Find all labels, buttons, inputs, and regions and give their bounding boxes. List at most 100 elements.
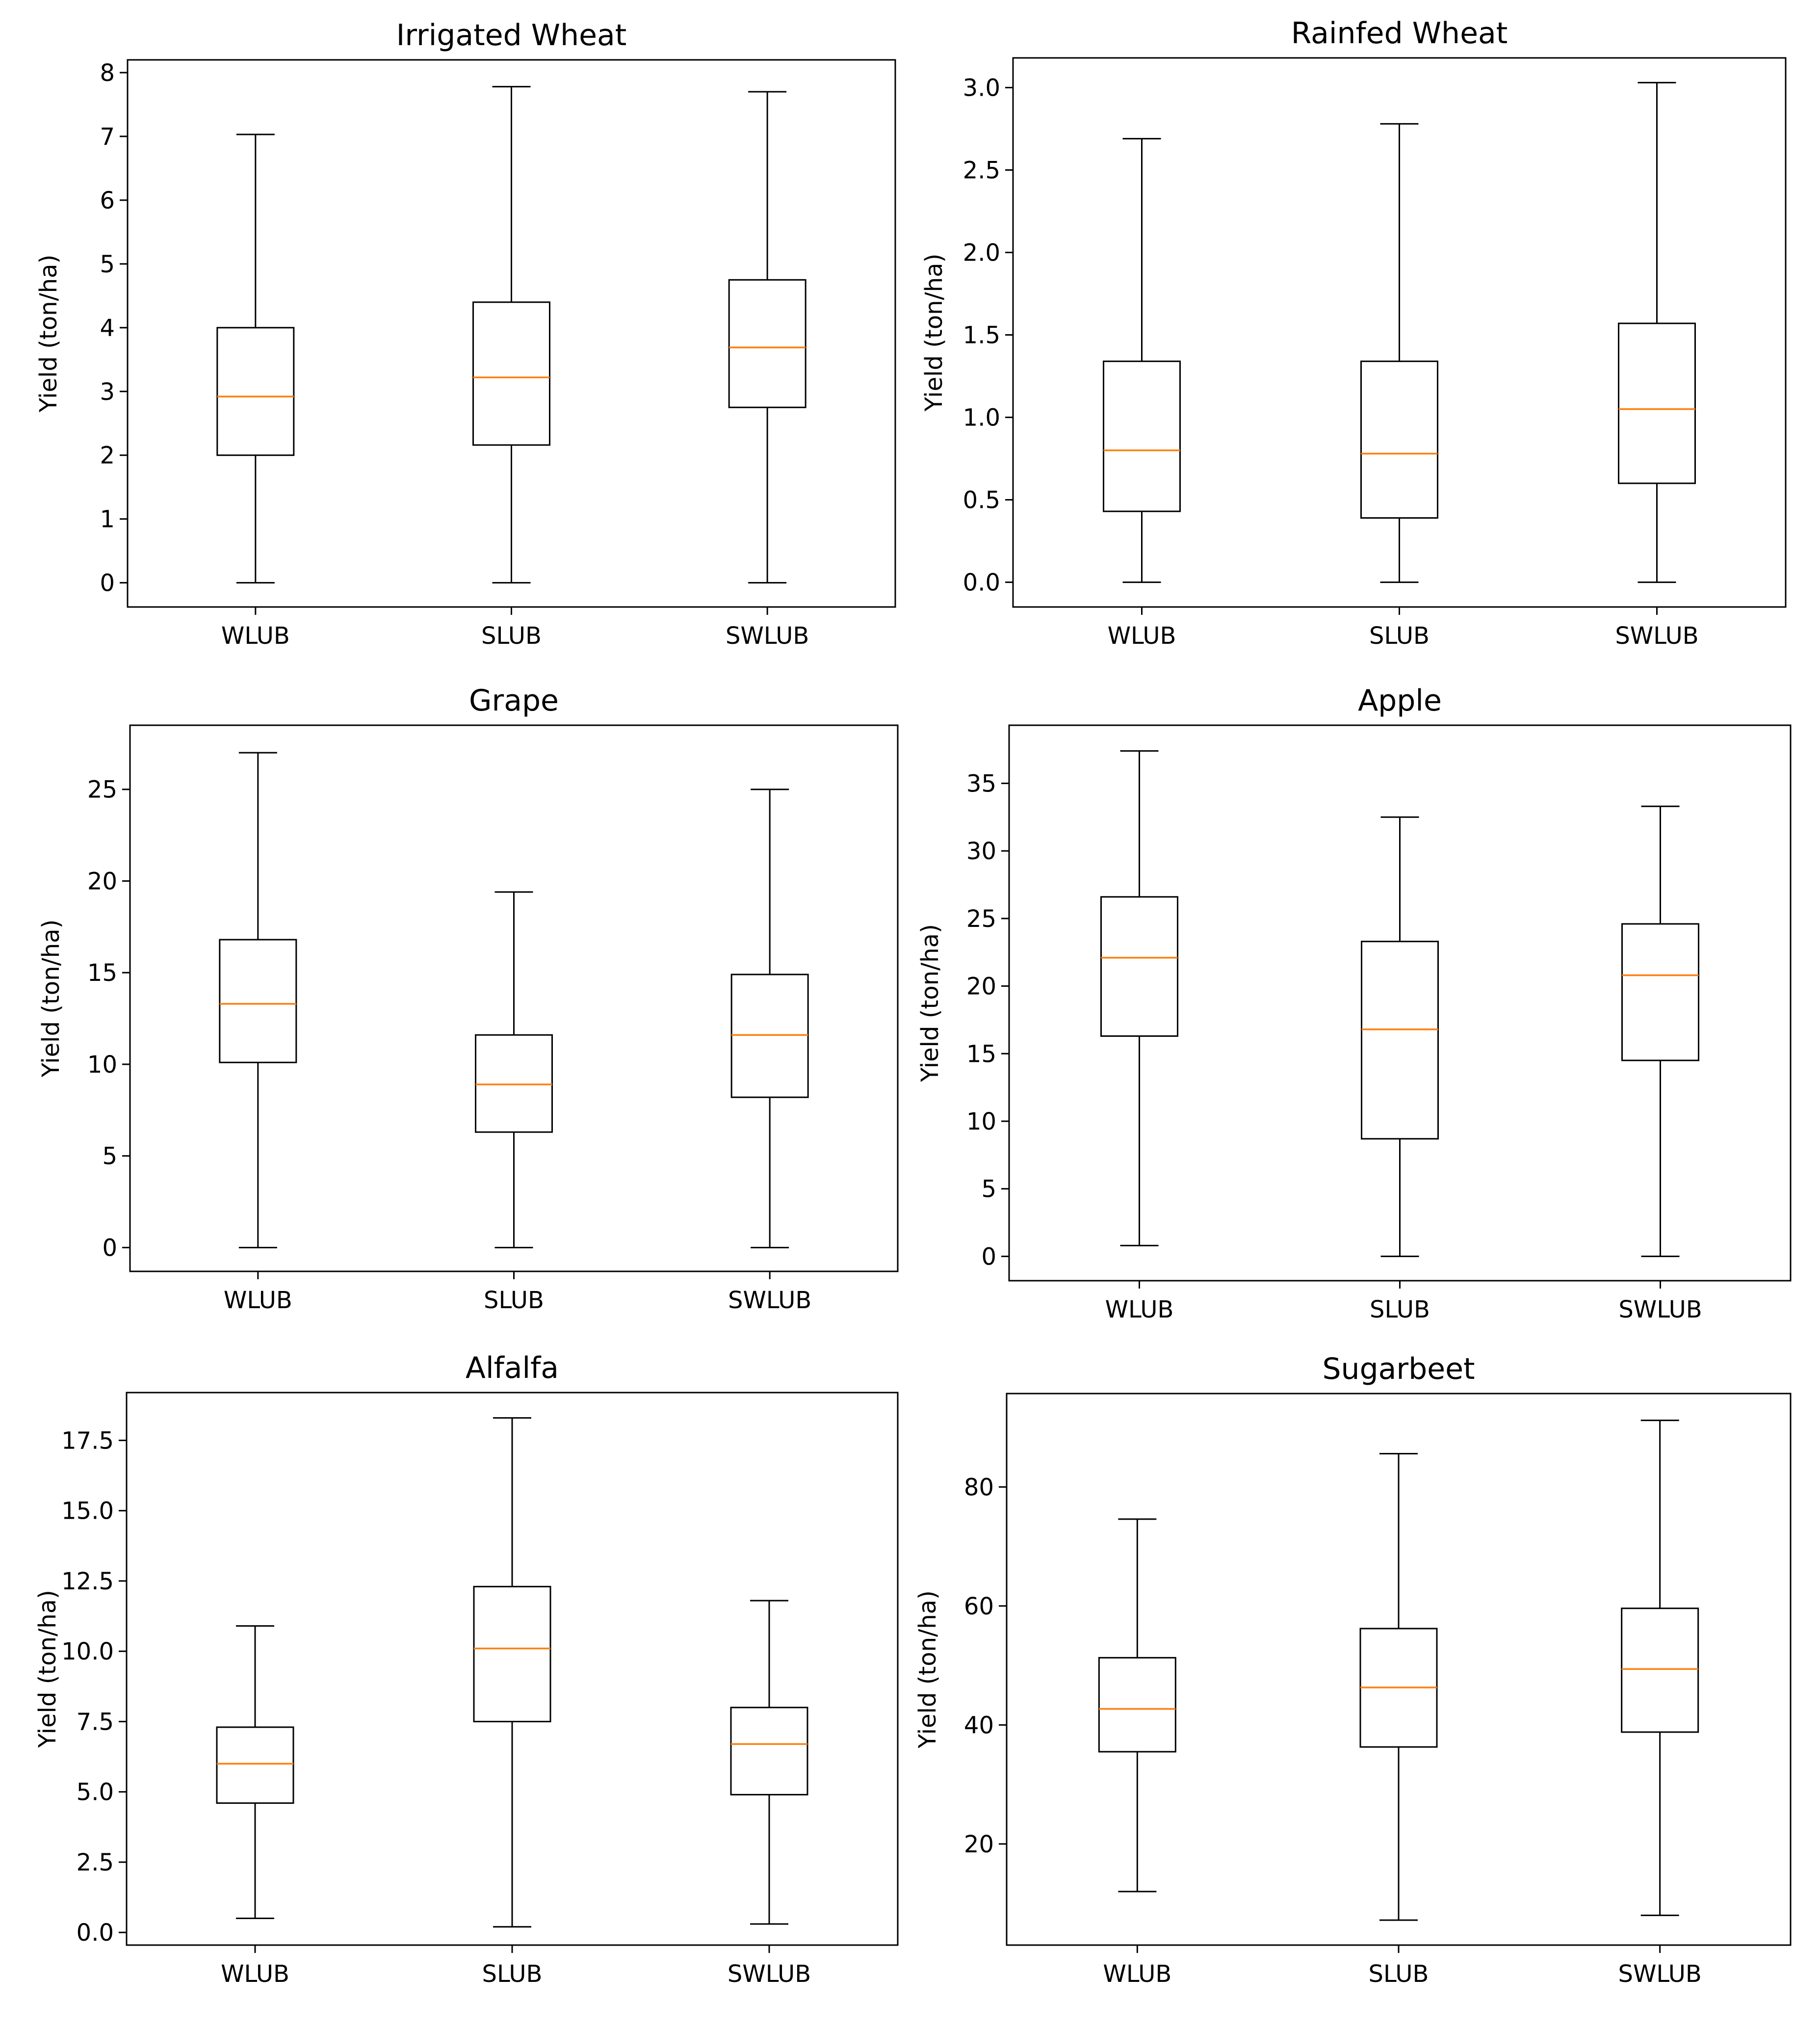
x-tick-label-wlub: WLUB [1105,1296,1174,1323]
y-tick-label: 35 [966,770,996,797]
y-tick-label: 0.5 [963,487,1000,514]
panel-sugarbeet: Sugarbeet Yield (ton/ha) 20 40 60 80 WLUB SLUB S… [914,1352,1792,1988]
panel-title: Apple [1358,684,1442,718]
x-tick-label-swlub: SWLUB [726,622,809,650]
x-tick-label-swlub: SWLUB [1615,622,1698,650]
axes-frame [127,59,896,608]
panel-title: Grape [469,684,559,718]
box-swlub [1621,1420,1699,1916]
iqr-box [216,327,295,456]
y-tick-label: 4 [100,315,115,342]
y-tick-label: 1.0 [963,404,1000,432]
iqr-box [1100,896,1178,1037]
x-tick-label-slub: SLUB [1369,622,1430,650]
panel-title: Sugarbeet [1322,1352,1475,1386]
y-tick-label: 2.0 [963,239,1000,267]
axes-frame [1012,57,1787,608]
y-tick-label: 12.5 [61,1568,114,1595]
y-tick-label: 20 [87,868,117,895]
y-tick-label: 5 [100,251,115,278]
y-tick-label: 15 [966,1040,996,1068]
y-tick-label: 10 [966,1108,996,1135]
y-axis-label: Yield (ton/ha) [37,920,65,1078]
iqr-box [728,279,806,408]
y-tick-label: 2.5 [963,157,1000,184]
iqr-box [473,1585,551,1722]
panel-title: Alfalfa [466,1351,559,1385]
y-tick-label: 2 [100,442,115,470]
axes-frame [1008,724,1792,1282]
axes-frame [129,724,899,1272]
y-tick-label: 5 [102,1143,117,1170]
y-tick-label: 6 [100,187,115,214]
box-wlub [216,1625,294,1920]
y-tick-label: 7.5 [77,1708,114,1736]
y-axis-label: Yield (ton/ha) [35,255,62,413]
x-tick-label-slub: SLUB [481,622,542,650]
box-wlub [1100,750,1178,1246]
iqr-box [472,301,550,446]
y-tick-label: 0 [102,1234,117,1262]
box-swlub [730,789,809,1248]
box-wlub [1103,138,1181,583]
iqr-box [1360,360,1438,519]
x-tick-label-swlub: SWLUB [1618,1960,1701,1988]
iqr-box [730,1707,808,1795]
box-wlub [219,752,297,1248]
iqr-box [730,974,809,1098]
x-tick-label-wlub: WLUB [221,1960,289,1988]
box-slub [475,891,553,1248]
y-tick-label: 0.0 [77,1919,114,1947]
x-tick-label-swlub: SWLUB [728,1287,811,1314]
x-tick-label-slub: SLUB [1370,1296,1430,1323]
box-slub [473,1417,551,1928]
y-axis-label: Yield (ton/ha) [34,1590,61,1748]
y-tick-label: 10.0 [61,1638,114,1665]
panel-apple: Apple Yield (ton/ha) 0 5 10 15 20 25 30 35 WLUB SLU… [916,684,1792,1323]
y-axis-label: Yield (ton/ha) [920,254,948,412]
y-tick-label: 15.0 [61,1498,114,1525]
panel-rainfed-wheat: Rainfed Wheat Yield (ton/ha) 0.0 0.5 1.0 1.5 2… [920,16,1787,650]
y-tick-label: 15 [87,959,117,987]
iqr-box [1621,923,1699,1061]
box-slub [1361,816,1439,1257]
axes-frame [1006,1393,1792,1946]
y-tick-label: 3 [100,378,115,406]
y-tick-label: 5.0 [77,1779,114,1806]
box-slub [1359,1452,1438,1921]
box-slub [1360,123,1438,583]
panel-irrigated-wheat: Irrigated Wheat Yield (ton/ha) 0 1 2 3 4 5 6 7 8 WL… [35,18,896,650]
box-wlub [216,133,295,584]
x-tick-label-slub: SLUB [484,1287,544,1314]
y-tick-label: 5 [981,1176,996,1203]
y-tick-label: 10 [87,1051,117,1079]
y-tick-label: 1 [100,506,115,533]
box-wlub [1098,1518,1176,1893]
box-slub [472,86,550,584]
y-axis-label: Yield (ton/ha) [916,924,944,1082]
iqr-box [1361,941,1439,1140]
iqr-box [1621,1607,1699,1733]
y-tick-label: 30 [966,838,996,865]
x-tick-label-wlub: WLUB [1108,622,1176,650]
y-tick-label: 3.0 [963,74,1000,102]
y-tick-label: 1.5 [963,322,1000,349]
y-tick-label: 40 [964,1712,994,1739]
panel-title: Rainfed Wheat [1291,16,1508,51]
iqr-box [216,1726,294,1804]
y-tick-label: 2.5 [77,1849,114,1876]
panel-grape: Grape Yield (ton/ha) 0 5 10 15 20 25 WLUB SLUB SWL… [37,684,899,1314]
y-tick-label: 25 [87,776,117,804]
y-tick-label: 0 [981,1243,996,1270]
box-swlub [1618,81,1696,583]
box-swlub [728,91,806,584]
iqr-box [1098,1657,1176,1753]
iqr-box [219,939,297,1063]
panel-title: Irrigated Wheat [396,18,627,53]
x-tick-label-swlub: SWLUB [728,1960,811,1988]
box-swlub [730,1600,808,1925]
y-tick-label: 17.5 [61,1427,114,1454]
iqr-box [1618,322,1696,484]
y-tick-label: 60 [964,1593,994,1620]
